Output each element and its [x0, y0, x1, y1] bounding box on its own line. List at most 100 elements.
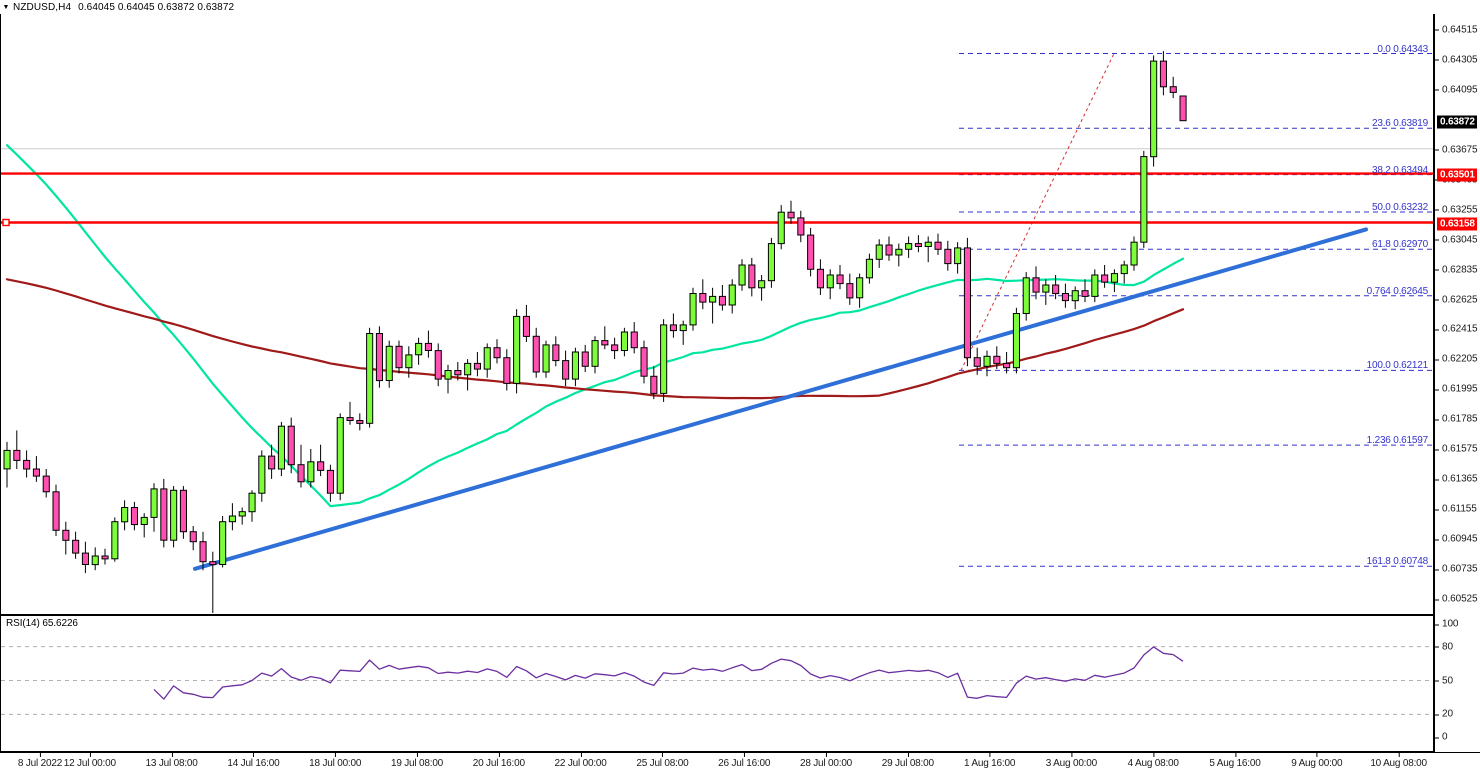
fib-level-label: 100.0 0.62121: [1366, 360, 1429, 372]
time-axis-tick-label: 14 Jul 16:00: [227, 758, 280, 769]
fib-trend-line: [960, 53, 1115, 371]
price-axis[interactable]: 0.645150.643050.640950.636750.634650.632…: [1434, 14, 1480, 615]
candle-body: [42, 475, 50, 493]
candle-body: [307, 461, 315, 483]
level-price-tag: 0.63158: [1437, 217, 1477, 230]
tick-mark: [907, 753, 909, 757]
price-axis-tick: 0.63255: [1435, 204, 1478, 216]
time-axis-tick: 29 Jul 08:00: [882, 753, 934, 769]
time-axis-tick-label: 9 Aug 00:00: [1291, 758, 1343, 769]
candle-body: [1022, 277, 1030, 314]
tick-mark: [253, 753, 255, 757]
tick-mark: [1435, 359, 1439, 361]
candle-body: [101, 555, 109, 560]
caret-down-icon[interactable]: ▼: [2, 3, 10, 11]
candle-body: [689, 293, 697, 326]
tick-mark: [826, 753, 827, 757]
tick-mark: [1398, 753, 1400, 757]
candle-body: [503, 357, 511, 384]
candle-body: [424, 342, 432, 351]
time-axis-tick: 13 Jul 08:00: [146, 753, 198, 769]
candle-body: [777, 211, 785, 245]
price-axis-tick: 0.62415: [1435, 324, 1478, 335]
candle-body: [650, 375, 658, 394]
candle-body: [1042, 284, 1050, 293]
price-axis-tick: 0.64305: [1435, 54, 1478, 65]
candle-body: [1110, 273, 1119, 283]
price-plot-area[interactable]: 0.0 0.64343 23.6 0.63819 38.2 0.63494 50.0 …: [1, 14, 1433, 614]
rsi-title-label: RSI(14) 65.6226: [6, 618, 78, 629]
candle-body: [248, 492, 256, 513]
candle-body: [738, 264, 746, 286]
price-axis-tick: 0.60525: [1435, 594, 1478, 605]
candle-body: [620, 331, 629, 351]
candle-body: [297, 464, 305, 483]
rsi-axis-tick: 50: [1435, 675, 1453, 686]
time-axis-tick: 4 Aug 08:00: [1128, 753, 1179, 769]
candle-body: [346, 417, 354, 422]
candle-body: [366, 333, 374, 424]
candle-body: [552, 344, 560, 362]
candle-body: [816, 268, 825, 289]
rsi-axis-tick: 80: [1435, 641, 1453, 652]
rsi-plot-area[interactable]: [1, 616, 1433, 751]
fibonacci-retracement: [959, 53, 1433, 567]
candle-body: [1150, 60, 1158, 158]
rsi-line: [153, 646, 1184, 700]
candle-body: [856, 277, 864, 299]
candle-body: [130, 507, 138, 526]
support-line-handle[interactable]: [2, 218, 10, 227]
candle-body: [963, 247, 972, 359]
rsi-axis-tick: 100: [1435, 619, 1458, 630]
candle-body: [787, 211, 795, 219]
moving-average-fast: [5, 144, 1185, 508]
candle-body: [934, 241, 942, 250]
candle-body: [699, 293, 707, 303]
price-axis-tick-label: 0.62205: [1442, 353, 1478, 365]
tick-mark: [40, 753, 41, 757]
time-axis-tick: 18 Jul 00:00: [309, 753, 361, 769]
level-price-tag: 0.63501: [1437, 168, 1477, 182]
candle-body: [758, 280, 766, 289]
tick-mark: [1435, 389, 1439, 391]
rsi-indicator-pane[interactable]: RSI(14) 65.6226: [0, 615, 1434, 752]
time-axis-tick: 5 Aug 16:00: [1209, 753, 1261, 769]
rsi-axis-tick-label: 80: [1442, 641, 1453, 653]
candle-body: [954, 247, 962, 265]
candle-body: [865, 258, 874, 279]
candle-body: [895, 248, 903, 256]
candle-body: [179, 489, 187, 533]
price-axis-tick-label: 0.62835: [1442, 264, 1478, 276]
price-axis-tick-label: 0.63255: [1442, 204, 1478, 216]
tick-mark: [1435, 624, 1439, 625]
time-axis-tick-label: 4 Aug 08:00: [1127, 758, 1179, 769]
fib-level-label: 0.0 0.64343: [1377, 43, 1428, 55]
candle-body: [1012, 313, 1021, 369]
price-chart-pane[interactable]: 0.0 0.64343 23.6 0.63819 38.2 0.63494 50.0 …: [0, 14, 1434, 615]
time-axis[interactable]: 8 Jul 2022 12 Jul 00:00 13 Jul 08:00 14 Jul…: [0, 752, 1480, 776]
candle-body: [405, 354, 413, 369]
tick-mark: [1435, 269, 1439, 271]
candle-body: [1140, 156, 1148, 243]
tick-mark: [1435, 209, 1439, 211]
candle-body: [669, 324, 678, 332]
time-axis-tick-label: 18 Jul 00:00: [309, 758, 362, 769]
candle-body: [513, 315, 521, 384]
candle-body: [807, 234, 815, 270]
time-axis-tick-label: 28 Jul 00:00: [799, 758, 853, 769]
price-axis-tick: 0.64095: [1435, 84, 1478, 95]
candle-body: [52, 491, 60, 531]
price-chart-svg: [1, 51, 1433, 613]
rsi-axis-tick-label: 50: [1442, 675, 1453, 686]
candle-body: [3, 449, 11, 470]
time-axis-tick-label: 8 Jul 2022: [17, 758, 63, 769]
tick-mark: [1316, 753, 1318, 757]
tick-mark: [580, 753, 582, 757]
candle-body: [170, 489, 178, 541]
candle-body: [1052, 284, 1060, 295]
candle-body: [728, 284, 736, 306]
time-axis-tick: 14 Jul 16:00: [227, 753, 280, 769]
tick-mark: [1435, 569, 1439, 571]
ascending-trendline[interactable]: [193, 227, 1368, 571]
tick-mark: [171, 753, 173, 757]
